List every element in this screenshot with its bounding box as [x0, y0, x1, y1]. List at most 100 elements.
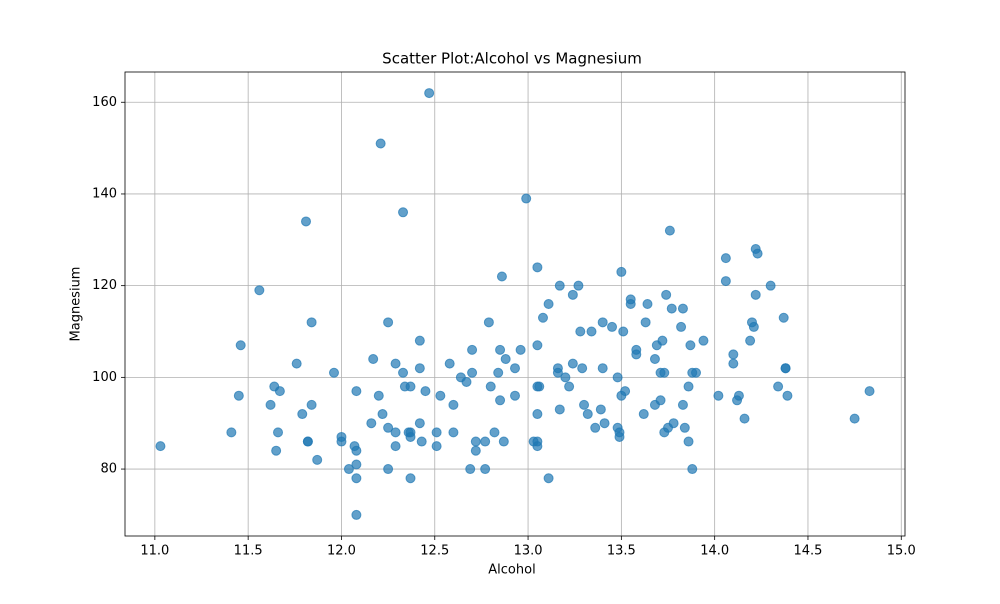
point	[302, 436, 313, 447]
point	[431, 441, 442, 452]
point	[521, 193, 532, 204]
point	[780, 363, 791, 374]
point	[351, 509, 362, 520]
x-tick-label: 11.0	[140, 544, 169, 559]
point	[532, 441, 543, 452]
point	[685, 340, 696, 351]
point	[582, 409, 593, 420]
point	[498, 436, 509, 447]
point	[489, 427, 500, 438]
point	[390, 427, 401, 438]
point	[467, 367, 478, 378]
point	[351, 445, 362, 456]
y-tick-label: 160	[92, 95, 117, 110]
point	[677, 303, 688, 314]
point	[485, 381, 496, 392]
point	[155, 441, 166, 452]
point	[465, 464, 476, 475]
point	[655, 395, 666, 406]
point	[567, 358, 578, 369]
point	[273, 427, 284, 438]
point	[595, 404, 606, 415]
y-tick-label: 140	[92, 186, 117, 201]
point	[405, 473, 416, 484]
point	[467, 344, 478, 355]
point	[470, 436, 481, 447]
point	[496, 271, 507, 282]
x-tick-label: 13.0	[514, 544, 543, 559]
point	[575, 326, 586, 337]
point	[377, 409, 388, 420]
point	[431, 427, 442, 438]
plot-frame	[124, 71, 906, 537]
point	[416, 436, 427, 447]
point	[424, 88, 435, 99]
point	[664, 225, 675, 236]
point	[666, 303, 677, 314]
point	[297, 409, 308, 420]
point	[383, 464, 394, 475]
point	[657, 335, 668, 346]
point	[405, 427, 416, 438]
point	[226, 427, 237, 438]
point	[713, 390, 724, 401]
point	[614, 431, 625, 442]
point	[510, 390, 520, 401]
point	[750, 289, 761, 300]
point	[336, 436, 347, 447]
point	[607, 321, 618, 332]
point	[597, 317, 608, 328]
point	[351, 459, 362, 470]
point	[733, 390, 744, 401]
y-tick-label: 120	[92, 278, 117, 293]
point	[638, 409, 649, 420]
point	[554, 280, 565, 291]
point	[573, 280, 584, 291]
point	[659, 367, 670, 378]
point	[301, 216, 312, 227]
point	[720, 253, 731, 264]
point	[398, 367, 409, 378]
chart-title: Scatter Plot:Alcohol vs Magnesium	[382, 50, 642, 68]
point	[631, 349, 642, 360]
point	[745, 335, 756, 346]
point	[728, 349, 739, 360]
point	[383, 317, 394, 328]
point	[752, 248, 763, 259]
x-tick-label: 12.0	[327, 544, 356, 559]
x-tick-label: 12.5	[420, 544, 449, 559]
point	[590, 422, 601, 433]
points	[155, 88, 875, 520]
y-axis-label: Magnesium	[69, 267, 84, 342]
point	[552, 367, 563, 378]
point	[328, 367, 339, 378]
point	[500, 354, 511, 365]
point	[618, 326, 629, 337]
point	[612, 372, 623, 383]
point	[586, 326, 597, 337]
point	[414, 335, 425, 346]
point	[271, 445, 282, 456]
point	[398, 207, 409, 218]
point	[495, 395, 506, 406]
point	[691, 367, 702, 378]
x-tick-label: 15.0	[887, 544, 916, 559]
point	[564, 381, 575, 392]
grid	[125, 72, 905, 536]
point	[448, 399, 459, 410]
point	[461, 376, 472, 387]
point	[233, 390, 244, 401]
point	[599, 418, 610, 429]
point	[448, 427, 459, 438]
point	[560, 372, 571, 383]
point	[687, 464, 698, 475]
point	[515, 344, 526, 355]
point	[620, 386, 631, 397]
point	[495, 344, 506, 355]
point	[368, 354, 379, 365]
point	[483, 317, 494, 328]
point	[420, 386, 431, 397]
point	[375, 138, 386, 149]
